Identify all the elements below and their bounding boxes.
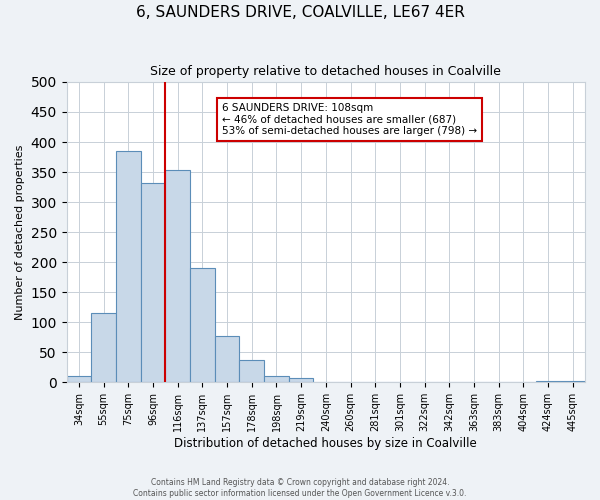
X-axis label: Distribution of detached houses by size in Coalville: Distribution of detached houses by size …	[175, 437, 477, 450]
Text: 6 SAUNDERS DRIVE: 108sqm
← 46% of detached houses are smaller (687)
53% of semi-: 6 SAUNDERS DRIVE: 108sqm ← 46% of detach…	[222, 103, 477, 136]
Text: 6, SAUNDERS DRIVE, COALVILLE, LE67 4ER: 6, SAUNDERS DRIVE, COALVILLE, LE67 4ER	[136, 5, 464, 20]
Bar	[264, 376, 289, 382]
Bar	[190, 268, 215, 382]
Bar	[215, 336, 239, 382]
Bar	[116, 151, 141, 382]
Bar	[67, 376, 91, 382]
Title: Size of property relative to detached houses in Coalville: Size of property relative to detached ho…	[151, 65, 501, 78]
Bar	[166, 170, 190, 382]
Y-axis label: Number of detached properties: Number of detached properties	[15, 144, 25, 320]
Bar	[289, 378, 313, 382]
Text: Contains HM Land Registry data © Crown copyright and database right 2024.
Contai: Contains HM Land Registry data © Crown c…	[133, 478, 467, 498]
Bar	[141, 183, 166, 382]
Bar	[239, 360, 264, 382]
Bar	[536, 381, 560, 382]
Bar	[91, 314, 116, 382]
Bar	[560, 381, 585, 382]
